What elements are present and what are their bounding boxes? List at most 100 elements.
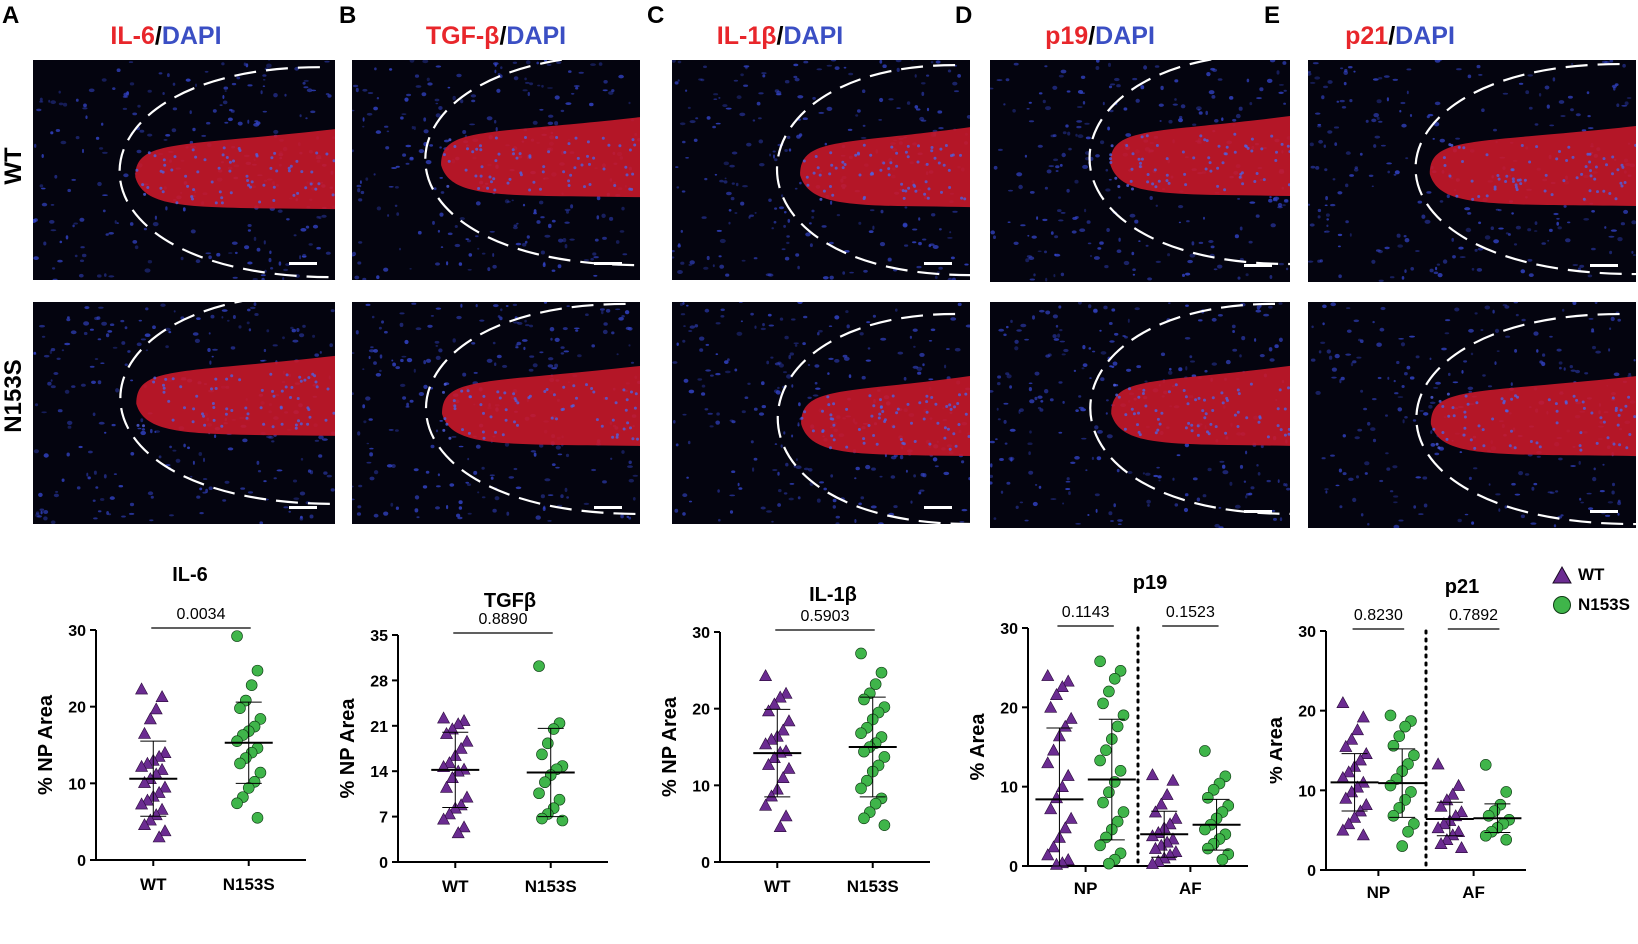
dapi-nucleus [774,207,778,210]
np-cell-nucleus [872,404,876,408]
dapi-nucleus [1468,328,1474,333]
dapi-nucleus [882,64,887,68]
dapi-nucleus [557,264,562,269]
np-cell-nucleus [1145,134,1149,138]
np-cell-nucleus [550,416,554,420]
dapi-nucleus [1052,334,1057,339]
dapi-nucleus [400,116,404,120]
dapi-nucleus [1237,198,1241,200]
dapi-nucleus [914,105,919,109]
dapi-nucleus [48,99,51,103]
dapi-nucleus [169,514,174,517]
dapi-nucleus [1243,480,1247,483]
dapi-nucleus [1591,328,1595,333]
dapi-nucleus [592,252,597,256]
dapi-nucleus [926,107,930,112]
dapi-nucleus [373,173,376,176]
dapi-nucleus [564,244,568,249]
dapi-nucleus [1109,340,1115,343]
series-n153s-all [231,630,267,824]
dapi-nucleus [253,122,260,127]
np-cell-nucleus [858,173,862,177]
data-point-triangle [1044,802,1058,815]
dapi-nucleus [1520,514,1525,519]
np-cell-nucleus [604,396,608,400]
dapi-nucleus [154,430,157,434]
dapi-nucleus [1350,362,1354,367]
dapi-nucleus [1406,365,1411,370]
dapi-nucleus [515,486,522,490]
dapi-nucleus [1555,490,1559,493]
dapi-nucleus [786,135,791,139]
dapi-nucleus [1352,360,1357,364]
dapi-nucleus [832,505,836,509]
np-cell-nucleus [1463,415,1467,419]
np-cell-nucleus [953,405,956,409]
dapi-nucleus [36,108,42,112]
dapi-nucleus [300,228,307,232]
np-cell-nucleus [1253,180,1257,183]
np-cell-nucleus [1137,157,1141,161]
dapi-nucleus [490,476,494,480]
dapi-nucleus [1174,503,1179,507]
dapi-nucleus [957,302,962,307]
dapi-nucleus [435,102,439,105]
dapi-nucleus [934,465,939,468]
dapi-nucleus [1604,226,1607,229]
dapi-nucleus [49,220,55,224]
np-cell-nucleus [1497,177,1501,181]
np-cell-nucleus [1249,382,1253,386]
dapi-nucleus [1510,382,1513,386]
np-cell-nucleus [1624,404,1628,408]
x-tick-label: WT [442,877,469,896]
dapi-nucleus [88,450,93,454]
dapi-nucleus [1437,273,1443,278]
dapi-nucleus [1144,380,1148,383]
np-cell-nucleus [545,388,549,391]
dapi-nucleus [1268,305,1273,309]
np-cell-nucleus [225,156,229,159]
dapi-nucleus [871,467,876,471]
micrograph-p19-wt [990,60,1290,282]
dapi-nucleus [1513,243,1518,246]
dapi-nucleus [1457,518,1462,523]
dapi-nucleus [74,254,78,258]
np-tissue-region [1430,376,1636,457]
dapi-nucleus [1100,377,1105,382]
np-cell-nucleus [1473,446,1477,450]
dapi-nucleus [605,308,611,313]
dapi-nucleus [1045,354,1051,358]
dapi-nucleus [952,210,958,213]
dapi-nucleus [357,261,362,265]
dapi-nucleus [160,303,166,307]
series-wt-af [1431,757,1469,853]
dapi-nucleus [746,142,752,147]
dapi-nucleus [1592,476,1597,482]
dapi-nucleus [357,431,361,436]
dapi-nucleus [1062,400,1065,404]
dapi-nucleus [905,469,908,473]
dapi-nucleus [422,485,428,489]
dapi-nucleus [1310,165,1316,169]
dapi-nucleus [774,362,781,366]
dapi-nucleus [1045,106,1051,111]
dapi-nucleus [558,238,564,243]
np-cell-nucleus [442,428,446,432]
x-tick-label: N153S [525,877,577,896]
dapi-nucleus [1172,477,1175,481]
dapi-nucleus [710,374,714,377]
data-point-triangle [1148,841,1162,854]
dapi-nucleus [261,277,265,280]
dapi-nucleus [1336,100,1340,103]
dapi-nucleus [902,222,908,227]
dapi-nucleus [872,225,875,230]
np-cell-nucleus [967,435,970,438]
data-point-triangle [776,723,790,736]
np-cell-nucleus [524,136,527,139]
np-cell-nucleus [867,424,871,427]
dapi-nucleus [1474,312,1478,315]
dapi-nucleus [1005,78,1010,82]
np-cell-nucleus [1199,134,1203,138]
dapi-nucleus [769,153,772,157]
dapi-nucleus [1547,491,1553,494]
